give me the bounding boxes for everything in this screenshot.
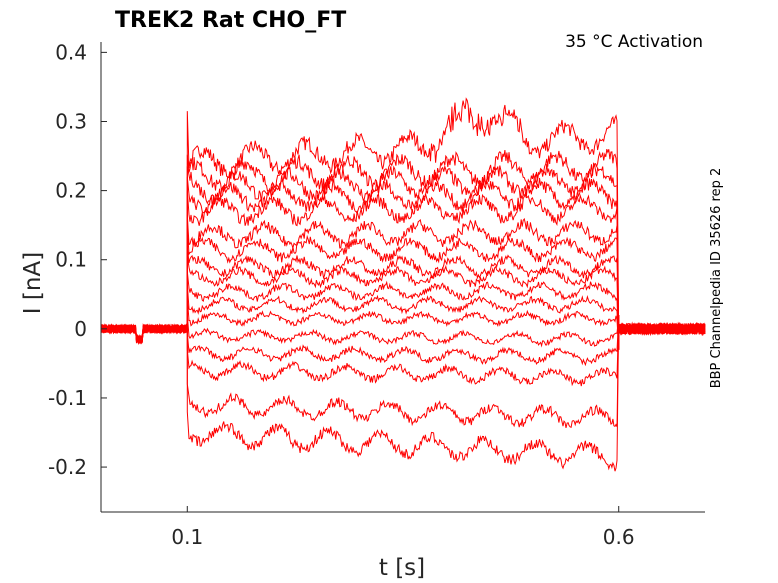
y-tick-label: 0.3 [55,109,87,133]
axes-group [100,42,705,513]
current-trace [100,314,706,387]
current-trace [100,314,706,472]
current-trace [100,148,706,350]
current-trace [100,190,706,350]
x-tick-label: 0.6 [603,525,635,549]
current-trace [100,97,706,350]
chart-title: TREK2 Rat CHO_FT [115,8,346,33]
side-label: BBP Channelpedia ID 35626 rep 2 [709,168,724,389]
x-axis-label: t [s] [379,555,425,581]
x-tick-label: 0.1 [171,525,203,549]
current-trace [100,176,706,350]
current-trace [100,283,706,350]
y-tick-label: 0.1 [55,248,87,272]
y-tick-label: 0.2 [55,179,87,203]
current-trace [100,245,706,350]
current-trace [101,163,706,350]
y-tick-label: 0.4 [55,40,87,64]
y-tick-label: -0.1 [48,386,87,410]
current-trace [100,214,706,350]
current-trace [100,314,706,367]
y-tick-label: -0.2 [48,455,87,479]
current-trace [100,271,706,350]
chart-annotation: 35 °C Activation [565,32,703,52]
y-tick-label: 0 [74,317,87,341]
y-axis-label: I [nA] [20,252,46,314]
traces-group [100,97,706,472]
ticks-group: 0.4 0.3 0.2 0.1 0 -0.1 -0.2 0.1 0.6 [48,40,635,549]
current-trace [100,256,706,350]
current-trace [100,314,706,348]
current-trace [100,297,706,350]
current-trace [100,314,706,429]
current-trace [100,228,706,350]
